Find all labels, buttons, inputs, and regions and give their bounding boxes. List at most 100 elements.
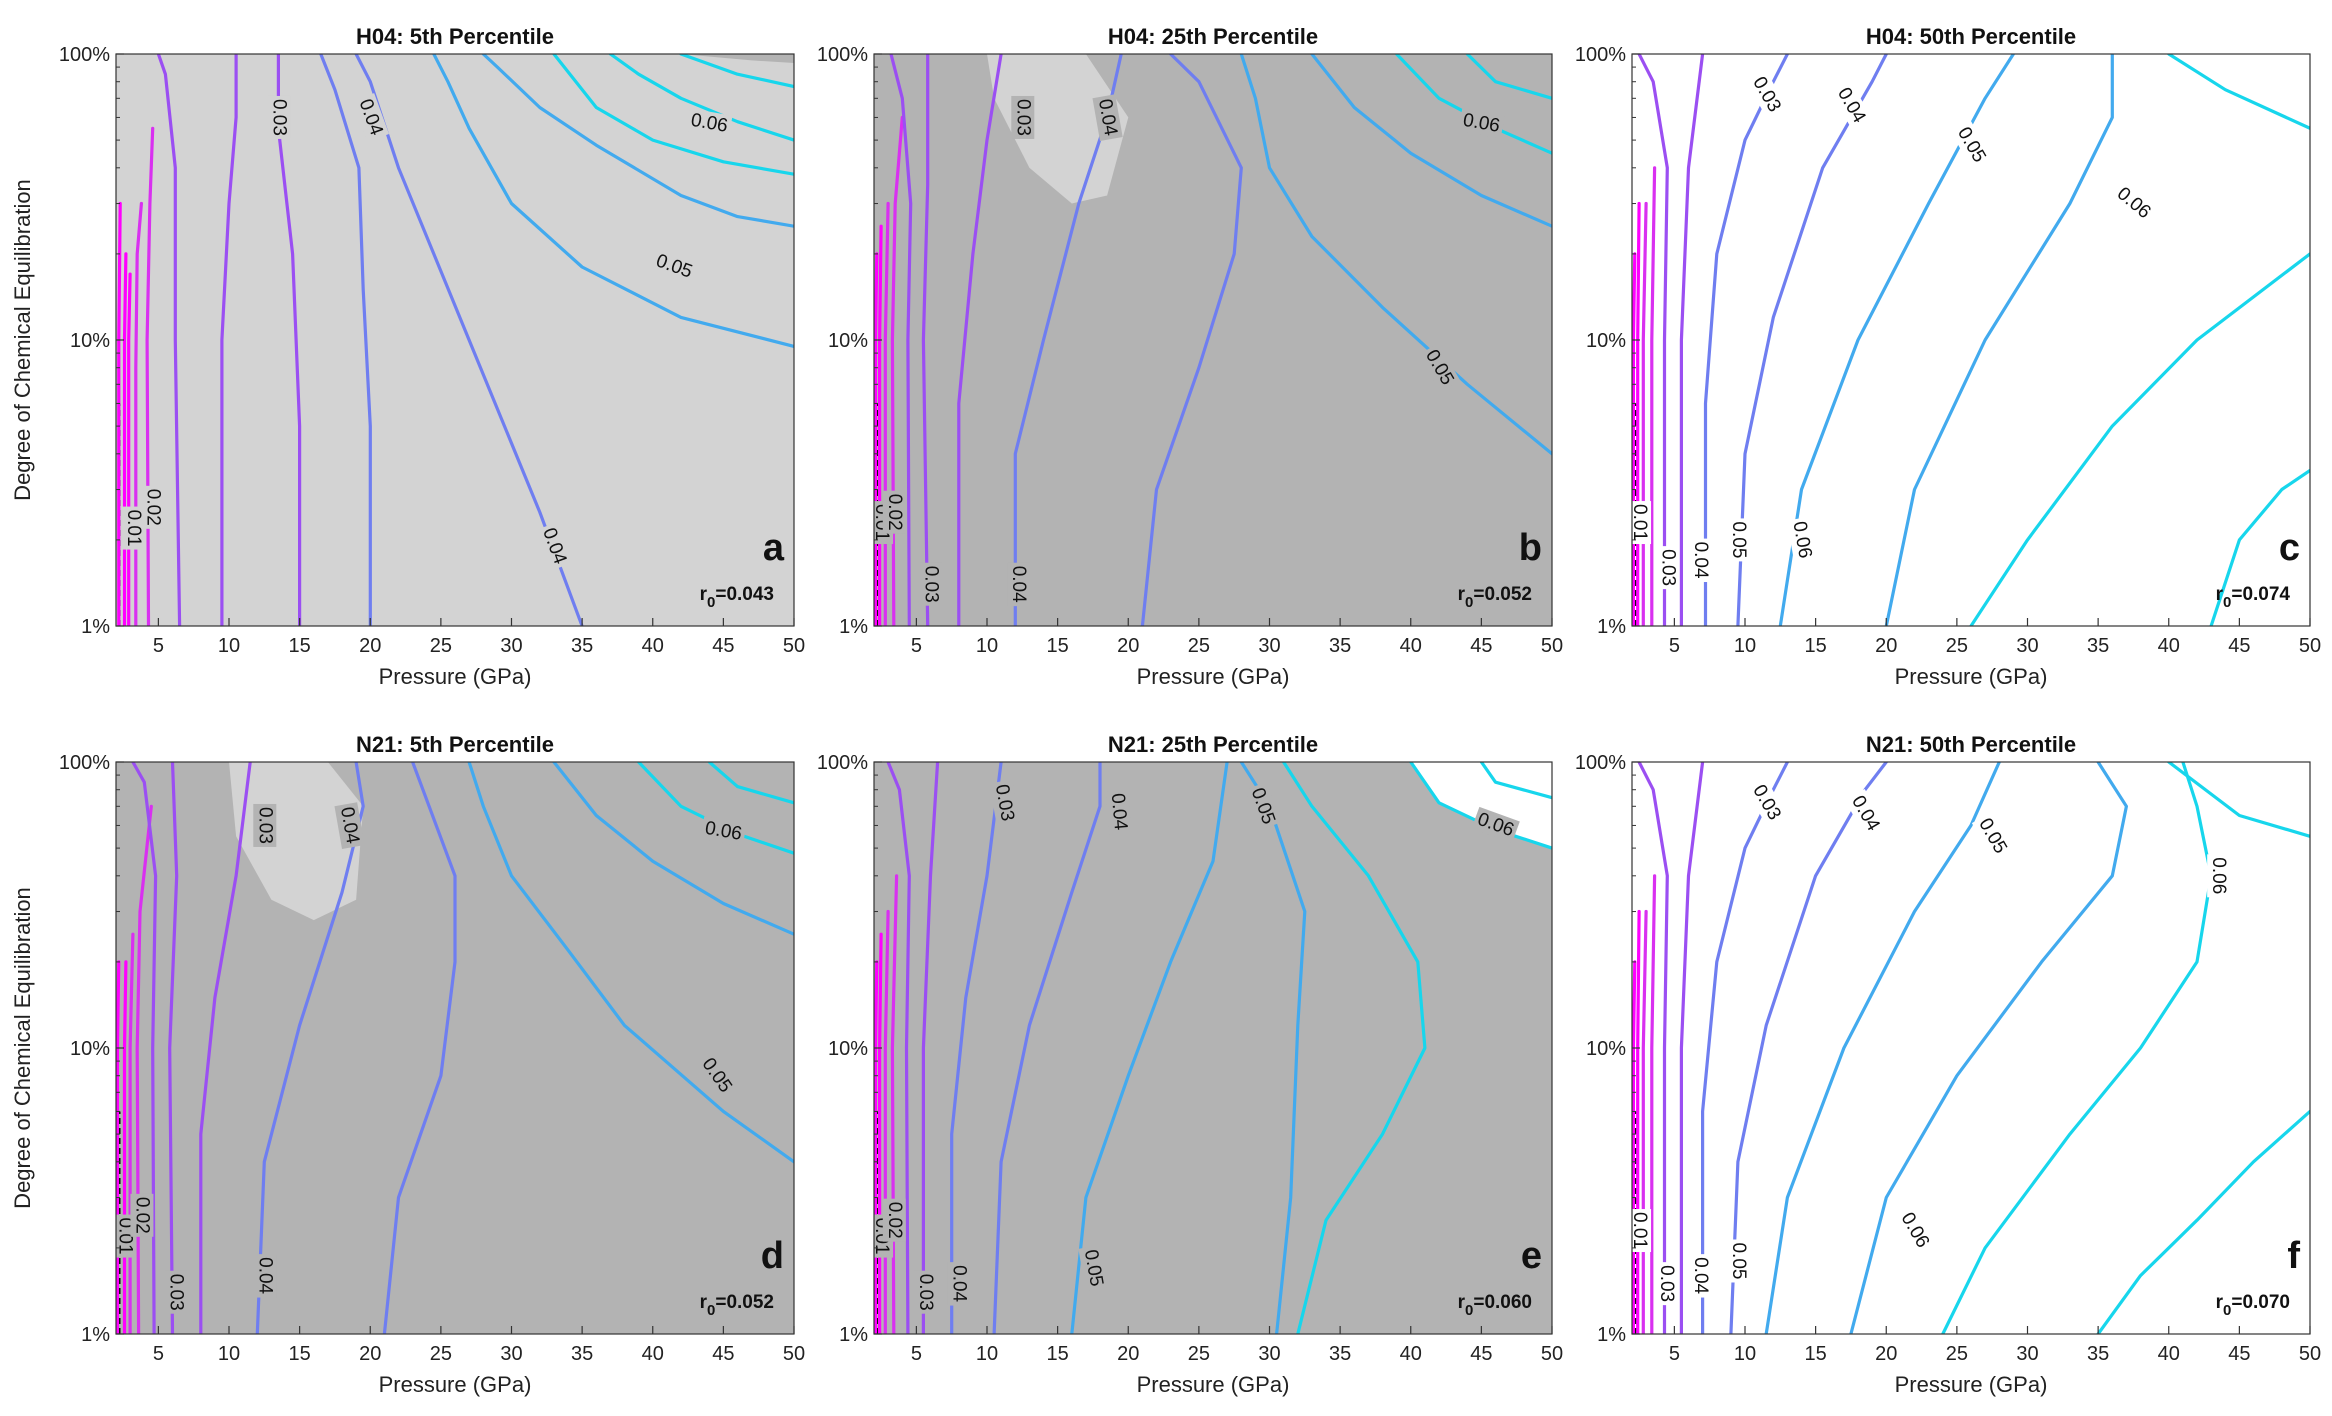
contour-line (1650, 874, 1657, 1334)
contour-label-bg (1726, 1239, 1750, 1283)
contour-label: 0.03 (915, 1274, 936, 1311)
plot-background (1632, 762, 2310, 1334)
x-tick-label: 10 (1734, 635, 1756, 657)
contour-label-bg (1092, 94, 1123, 141)
plot-area: 0.010.020.03 0.040.040.050.06 (117, 54, 794, 626)
contour-label-bg (1745, 778, 1788, 827)
contour-line (1849, 762, 2128, 1334)
contour-label-bg (2109, 180, 2158, 226)
panel-b: 0.010.020.030.030.040.040.050.065 10 15 20 2… (817, 24, 1563, 689)
contour-label-bg (1632, 501, 1652, 545)
contour-label: 0.04 (254, 1257, 275, 1294)
contour-line (116, 960, 121, 1334)
x-tick-label: 50 (1541, 635, 1563, 657)
panel-letter: b (1519, 527, 1542, 569)
panel-c: 0.010.03 0.040.05 0.060.03 0.040.050.065 10 1… (1575, 24, 2321, 689)
contour-label-bg (121, 506, 145, 550)
contour-label: 0.01 (1629, 504, 1650, 541)
x-tick-label: 45 (2228, 635, 2250, 657)
x-tick-label: 40 (2158, 635, 2180, 657)
contour-line (1632, 252, 1637, 626)
panel-letter: f (2287, 1235, 2300, 1277)
plot-area: 0.010.020.030.030.040.040.050.06 (874, 54, 1552, 626)
y-tick-label: 1% (839, 1324, 868, 1346)
contour-line (131, 762, 158, 1334)
panel-letter: e (1521, 1235, 1542, 1277)
shaded-region (229, 762, 364, 921)
x-tick-label: 30 (2016, 1343, 2038, 1365)
y-tick-label: 10% (1586, 1038, 1626, 1060)
x-tick-label: 20 (1117, 1343, 1139, 1365)
x-axis-label: Pressure (GPa) (379, 1372, 532, 1397)
contour-line (1679, 54, 1705, 626)
panel-d: 0.010.020.030.030.040.040.050.065 10 15 20 2… (10, 732, 805, 1397)
panel-a: 0.010.020.03 0.040.040.050.065 10 15 20 25 30 3… (10, 24, 805, 689)
x-tick-label: 10 (1734, 1343, 1756, 1365)
x-tick-label: 35 (2087, 635, 2109, 657)
contour-label-bg (253, 803, 277, 847)
contour-line (1239, 54, 1552, 456)
contour-label-bg (1688, 538, 1712, 583)
contour-label-bg (882, 1198, 906, 1242)
x-tick-label: 50 (2299, 1343, 2321, 1365)
x-tick-label: 15 (1805, 1343, 1827, 1365)
contour-label-bg (1105, 789, 1133, 835)
x-tick-label: 30 (1258, 635, 1280, 657)
x-tick-label: 50 (783, 1343, 805, 1365)
contour-label-bg (1894, 1205, 1936, 1255)
contour-label: 0.06 (2208, 857, 2229, 894)
x-tick-label: 5 (1669, 635, 1680, 657)
plot-area: 0.010.020.03 0.04 0.050.03 0.04 0.05 0.06 (874, 762, 1552, 1334)
x-tick-label: 35 (571, 635, 593, 657)
contour-label: 0.04 (1690, 1257, 1711, 1294)
x-tick-label: 5 (153, 1343, 164, 1365)
contour-line (1636, 201, 1641, 626)
contour-label-bg (1471, 806, 1520, 844)
y-tick-label: 1% (81, 616, 110, 638)
contour-line (679, 54, 794, 89)
contour-label: 0.02 (884, 494, 905, 531)
contour-label: 0.02 (884, 1202, 905, 1239)
contour-line (552, 54, 794, 176)
contour-line (134, 201, 143, 626)
x-tick-label: 45 (1470, 635, 1492, 657)
contour-line (1650, 166, 1657, 626)
contour-label-bg (1011, 95, 1035, 139)
contour-line (135, 804, 153, 1334)
panel-title: N21: 5th Percentile (356, 732, 554, 757)
plot-background (116, 54, 794, 626)
contour-label-bg (1244, 782, 1282, 831)
panel-title: H04: 5th Percentile (356, 24, 554, 49)
x-tick-label: 15 (1805, 635, 1827, 657)
x-tick-label: 40 (642, 1343, 664, 1365)
contour-line (1070, 762, 1229, 1334)
x-tick-label: 30 (500, 635, 522, 657)
contour-line (156, 54, 182, 626)
contour-label-bg (253, 1254, 277, 1298)
contour-line (2167, 54, 2310, 130)
x-tick-label: 30 (2016, 635, 2038, 657)
y-tick-label: 1% (81, 1324, 110, 1346)
x-axis-label: Pressure (GPa) (1895, 664, 2048, 689)
plot-area: 0.010.020.030.030.040.040.050.06 (116, 762, 794, 1334)
x-tick-label: 30 (500, 1343, 522, 1365)
contour-label-bg (989, 779, 1020, 826)
contour-label: 0.02 (143, 489, 164, 526)
x-tick-label: 40 (2158, 1343, 2180, 1365)
x-tick-label: 20 (359, 635, 381, 657)
contour-label: 0.01 (1629, 1212, 1650, 1249)
contour-label: 0.03 (1656, 1265, 1677, 1302)
y-tick-label: 1% (1597, 1324, 1626, 1346)
x-tick-label: 35 (2087, 1343, 2109, 1365)
contour-line (481, 54, 794, 228)
panel-title: N21: 50th Percentile (1866, 732, 2076, 757)
contour-line (319, 54, 372, 626)
contour-label: 0.03 (1657, 549, 1678, 586)
y-tick-label: 10% (70, 330, 110, 352)
contour-line (1637, 54, 1669, 626)
contour-label-bg (334, 802, 365, 849)
x-tick-label: 10 (976, 1343, 998, 1365)
x-tick-label: 10 (976, 635, 998, 657)
panel-letter: a (763, 527, 785, 569)
panel-letter: c (2279, 527, 2300, 569)
